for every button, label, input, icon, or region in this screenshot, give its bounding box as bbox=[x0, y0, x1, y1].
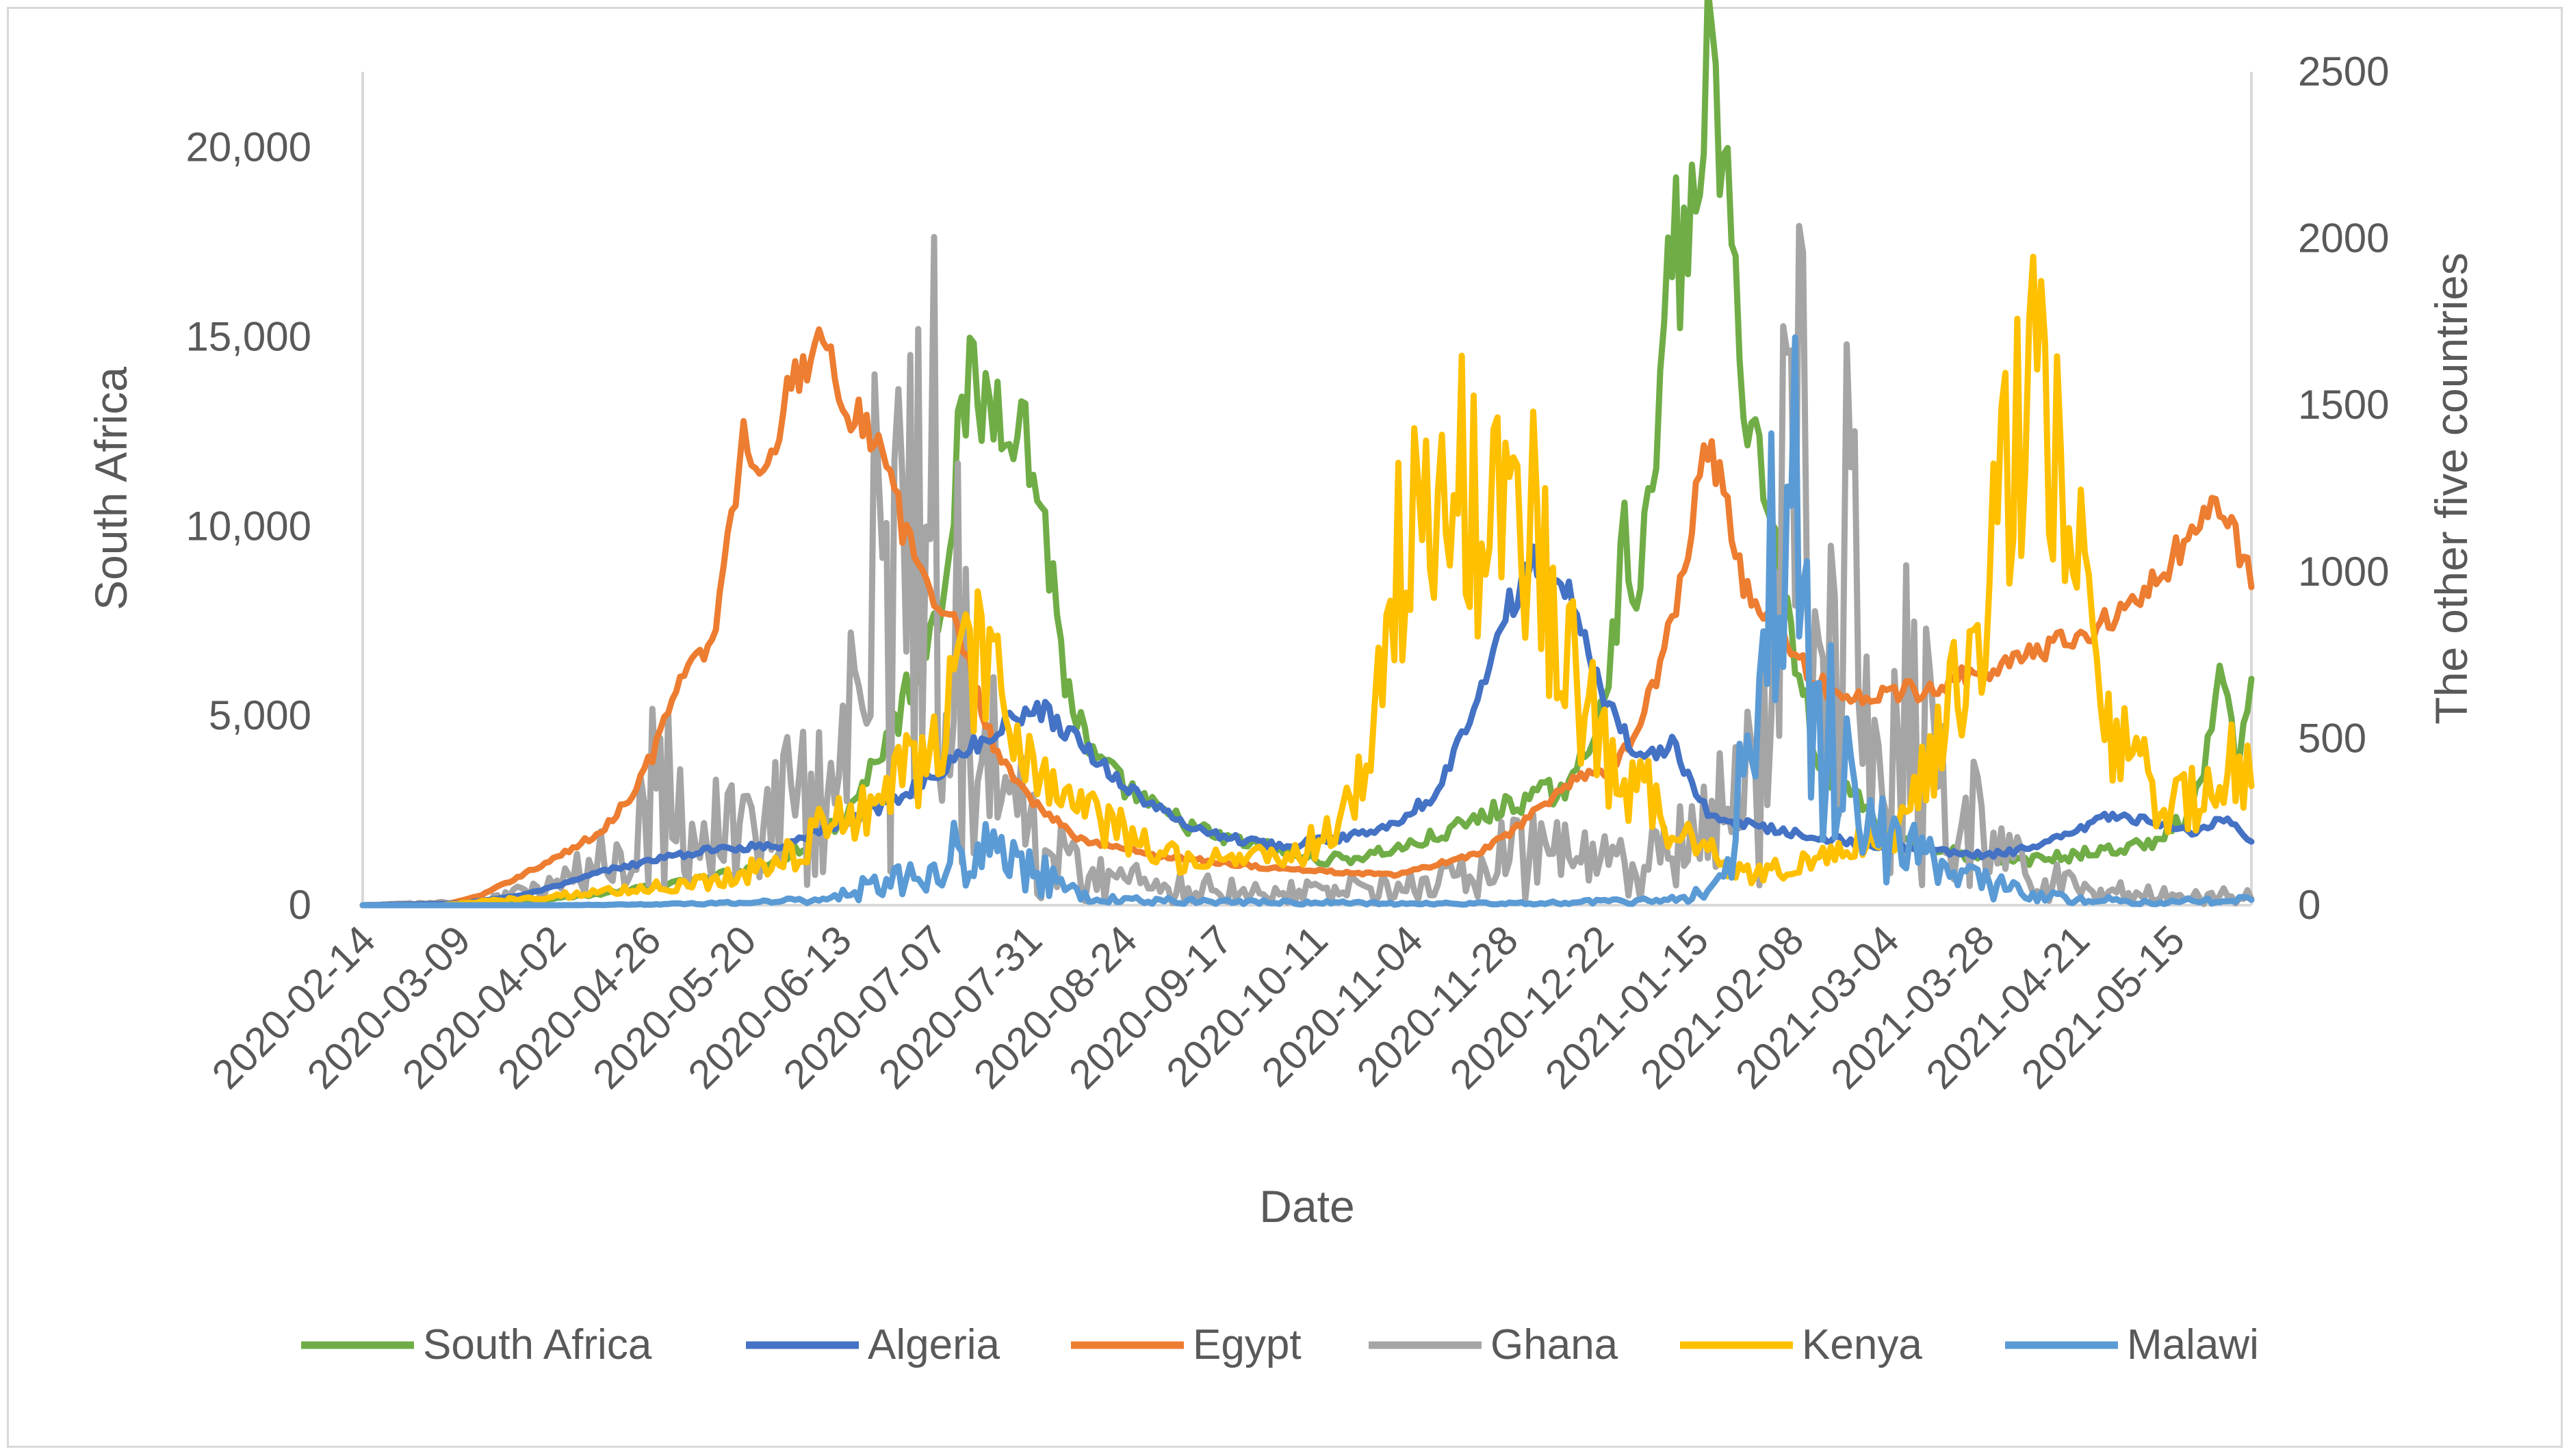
left-y-tick-label: 20,000 bbox=[185, 125, 311, 170]
right-y-axis-title: The other five countries bbox=[2426, 252, 2477, 725]
right-y-tick-label: 2000 bbox=[2298, 216, 2389, 261]
left-y-tick-label: 15,000 bbox=[185, 314, 311, 360]
series-line bbox=[359, 222, 2255, 909]
left-y-tick-label: 5,000 bbox=[209, 692, 311, 738]
right-y-tick-label: 500 bbox=[2298, 715, 2366, 761]
series-lines bbox=[359, 0, 2255, 909]
right-y-axis: 0 500 1000 1500 2000 2500 bbox=[2250, 49, 2389, 928]
x-axis-ticks: 2020-02-142020-03-092020-04-022020-04-26… bbox=[203, 917, 2193, 1097]
x-axis-title: Date bbox=[1259, 1181, 1354, 1232]
left-y-axis: 0 5,000 10,000 15,000 20,000 bbox=[185, 72, 364, 928]
left-y-tick-label: 10,000 bbox=[185, 503, 311, 549]
legend-label: Algeria bbox=[868, 1321, 1000, 1368]
left-y-axis-title: South Africa bbox=[86, 367, 136, 610]
legend-label: South Africa bbox=[423, 1321, 652, 1368]
legend: South Africa Algeria Egypt Ghana Kenya M… bbox=[301, 1321, 2259, 1368]
legend-label: Kenya bbox=[1802, 1321, 1922, 1368]
left-y-tick-label: 0 bbox=[289, 882, 311, 928]
right-y-tick-label: 1500 bbox=[2298, 382, 2389, 428]
right-y-tick-label: 2500 bbox=[2298, 49, 2389, 94]
legend-label: Malawi bbox=[2127, 1321, 2259, 1368]
right-y-tick-label: 0 bbox=[2298, 882, 2321, 928]
legend-label: Ghana bbox=[1490, 1321, 1618, 1368]
series-line bbox=[359, 334, 2255, 909]
legend-label: Egypt bbox=[1193, 1321, 1302, 1368]
series-line bbox=[359, 253, 2255, 909]
right-y-tick-label: 1000 bbox=[2298, 549, 2389, 595]
series-line bbox=[359, 326, 2255, 909]
chart-frame bbox=[7, 7, 2563, 1448]
